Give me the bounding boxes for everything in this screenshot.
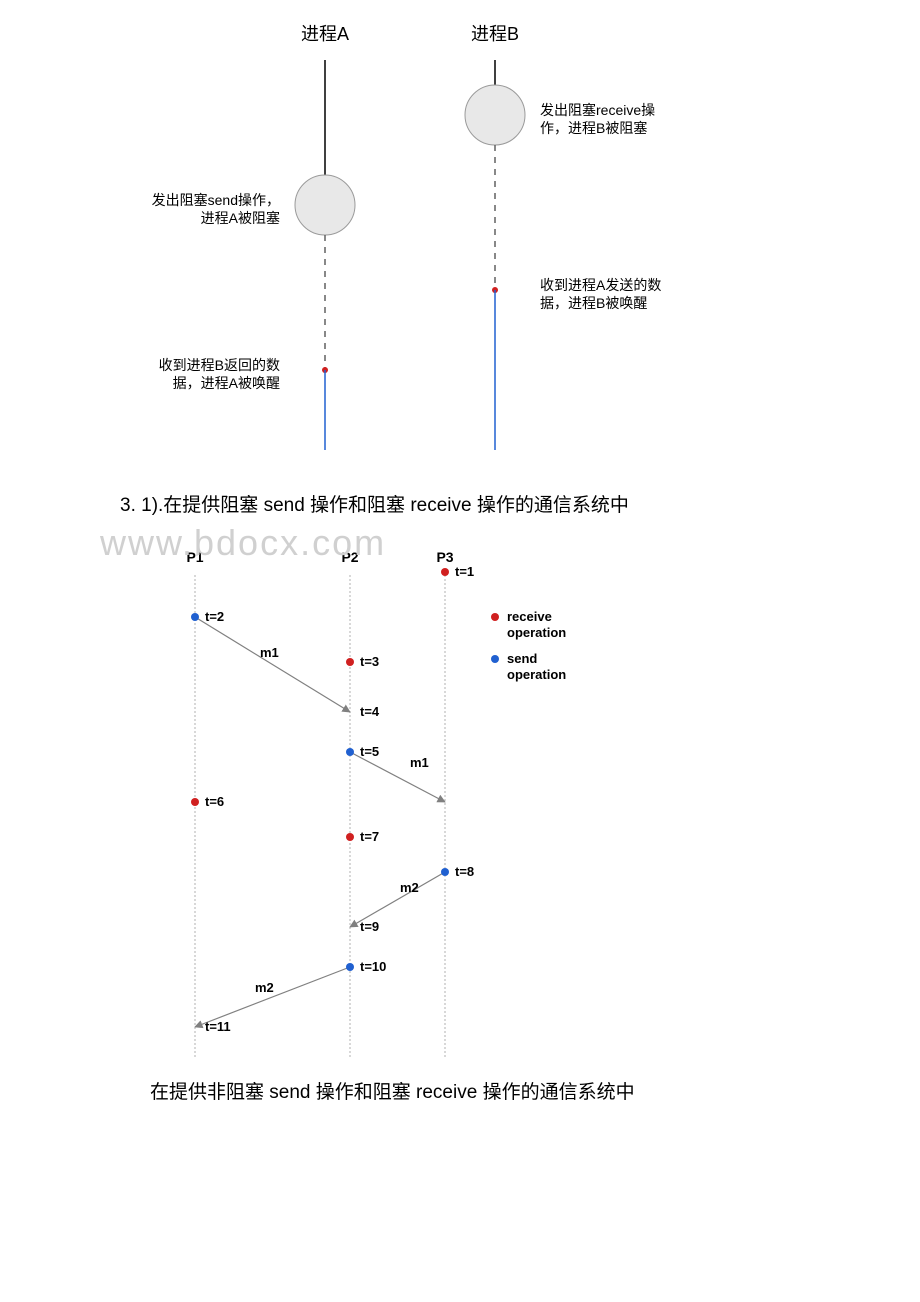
event-timeline-svg: P1 P2 P3 m1 m1 m2 m2 t=1 t=2 t=3 t=4 t=5 t=6 t=7 t=8 t=… [120, 527, 620, 1067]
svg-text:进程A被阻塞: 进程A被阻塞 [201, 210, 280, 226]
svg-text:operation: operation [507, 667, 566, 682]
svg-text:收到进程A发送的数: 收到进程A发送的数 [540, 277, 661, 293]
svg-text:operation: operation [507, 625, 566, 640]
svg-text:进程A: 进程A [301, 24, 349, 44]
svg-text:t=7: t=7 [360, 829, 379, 844]
svg-text:据，进程B被唤醒: 据，进程B被唤醒 [540, 295, 647, 311]
svg-text:发出阻塞receive操: 发出阻塞receive操 [540, 102, 655, 118]
svg-text:receive: receive [507, 609, 552, 624]
svg-text:作，进程B被阻塞: 作，进程B被阻塞 [540, 120, 647, 136]
svg-text:t=9: t=9 [360, 919, 379, 934]
svg-text:收到进程B返回的数: 收到进程B返回的数 [159, 357, 280, 373]
svg-text:t=3: t=3 [360, 654, 379, 669]
svg-text:m2: m2 [400, 880, 419, 895]
svg-text:P3: P3 [436, 549, 453, 565]
svg-text:t=11: t=11 [205, 1019, 231, 1034]
svg-text:t=1: t=1 [455, 564, 474, 579]
svg-text:t=4: t=4 [360, 704, 380, 719]
svg-text:t=2: t=2 [205, 609, 224, 624]
svg-text:t=10: t=10 [360, 959, 386, 974]
svg-text:t=8: t=8 [455, 864, 474, 879]
caption-1: 3. 1).在提供阻塞 send 操作和阻塞 receive 操作的通信系统中 [0, 480, 920, 527]
diagram-1-container: 进程A 发出阻塞send操作， 进程A被阻塞收到进程B返回的数据，进程A被唤醒 进程B… [0, 0, 920, 480]
svg-text:P2: P2 [341, 549, 358, 565]
svg-text:发出阻塞send操作，: 发出阻塞send操作， [152, 192, 280, 208]
page-root: 进程A 发出阻塞send操作， 进程A被阻塞收到进程B返回的数据，进程A被唤醒 进程B… [0, 0, 920, 1114]
svg-text:m1: m1 [260, 645, 279, 660]
svg-text:P1: P1 [186, 549, 203, 565]
caption-2: 在提供非阻塞 send 操作和阻塞 receive 操作的通信系统中 [0, 1067, 920, 1114]
svg-text:t=5: t=5 [360, 744, 379, 759]
sequence-diagram-svg: 进程A 发出阻塞send操作， 进程A被阻塞收到进程B返回的数据，进程A被唤醒 进程B… [0, 0, 920, 480]
svg-text:据，进程A被唤醒: 据，进程A被唤醒 [173, 375, 280, 391]
svg-text:m2: m2 [255, 980, 274, 995]
svg-text:m1: m1 [410, 755, 429, 770]
svg-text:send: send [507, 651, 537, 666]
svg-text:进程B: 进程B [471, 24, 519, 44]
svg-text:t=6: t=6 [205, 794, 224, 809]
diagram-2-container: www.bdocx.com P1P2P3m1m1m2m2t=1t=2t=3t=4… [0, 527, 920, 1067]
